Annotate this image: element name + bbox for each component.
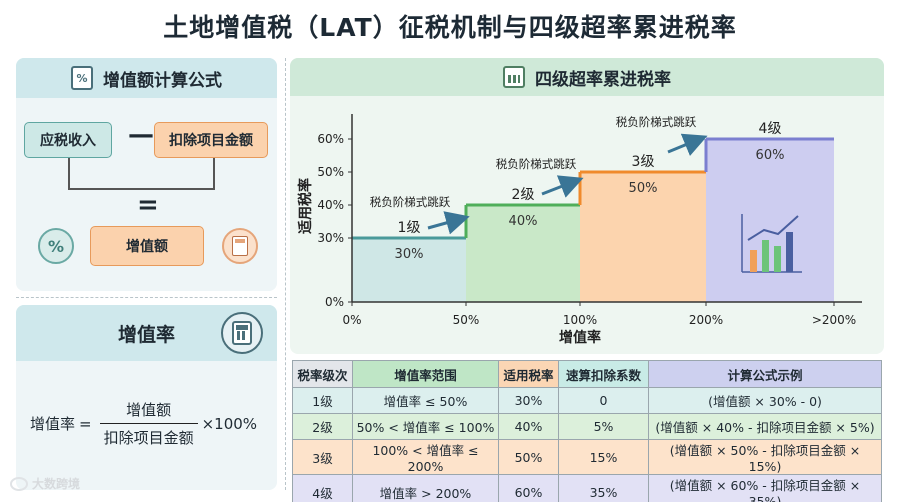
level-name-label: 3级: [632, 154, 655, 170]
formula-panel: % 增值额计算公式 应税收入 — 扣除项目金额 = % 增值额: [16, 58, 277, 291]
step-jump-annotation: 税负阶梯式跳跃: [496, 157, 577, 171]
connector-line: [68, 158, 215, 190]
equals-sign: =: [137, 190, 159, 220]
column-header: 速算扣除系数: [558, 360, 649, 388]
rate-band-2: [466, 205, 580, 302]
page-title: 土地增值税（LAT）征税机制与四级超率累进税率: [163, 13, 737, 42]
level-rate-label: 60%: [756, 148, 785, 163]
table-cell: 2级: [292, 413, 353, 440]
calculator-icon: [222, 228, 258, 264]
step-rate-chart: 0% 30% 40% 50% 60% 0% 50% 100% 200% >200% 增值率 适用税率 1…: [297, 114, 862, 346]
value-added-box: 增值额: [90, 226, 204, 266]
table-cell: 40%: [498, 413, 559, 440]
table-cell: 1级: [292, 387, 353, 414]
table-cell: 5%: [558, 413, 649, 440]
y-axis-label: 适用税率: [297, 178, 314, 234]
table-cell: 0: [558, 387, 649, 414]
table-cell: 100% < 增值率 ≤ 200%: [352, 439, 499, 475]
x-tick-label: 100%: [563, 313, 597, 327]
rate-band-3: [580, 172, 706, 302]
table-cell: (增值额 × 30% - 0): [648, 387, 882, 414]
step-jump-arrow: [667, 133, 708, 156]
table-cell: 3级: [292, 439, 353, 475]
growth-chart-icon: [747, 215, 799, 241]
growth-chart-icon: [786, 232, 793, 272]
table-cell: (增值额 × 50% - 扣除项目金额 × 15%): [648, 439, 882, 475]
deduction-box: 扣除项目金额: [154, 122, 268, 158]
table-cell: 30%: [498, 387, 559, 414]
y-tick-label: 50%: [317, 165, 344, 179]
table-cell: 增值率 ≤ 50%: [352, 387, 499, 414]
rate-formula-eq: =: [79, 414, 92, 433]
watermark: 大数跨境: [10, 475, 80, 492]
level-name-label: 1级: [398, 220, 421, 236]
rate-band-4: [706, 139, 834, 302]
watermark-logo-icon: [10, 476, 28, 491]
y-tick-label: 0%: [325, 295, 344, 309]
step-jump-annotation: 税负阶梯式跳跃: [370, 195, 451, 209]
table-cell: (增值额 × 60% - 扣除项目金额 × 35%): [648, 474, 882, 502]
rate-denominator: 扣除项目金额: [99, 423, 198, 448]
rate-band-1: [352, 238, 466, 302]
table-header-row: 税率级次 增值率范围 适用税率 速算扣除系数 计算公式示例: [292, 360, 882, 388]
step-jump-arrow: [541, 175, 584, 198]
minus-sign: —: [128, 120, 154, 150]
percent-doc-icon: %: [71, 66, 93, 90]
rate-formula: 增值率 = 增值额 扣除项目金额 ×100%: [30, 399, 257, 448]
x-tick-label: 200%: [689, 313, 723, 327]
growth-chart-icon: [762, 240, 769, 272]
chart-panel-title: 四级超率累进税率: [535, 69, 671, 90]
y-tick-label: 60%: [317, 132, 344, 146]
column-header: 计算公式示例: [648, 360, 882, 388]
rate-panel-header: 增值率: [16, 305, 277, 361]
rate-panel: 增值率 增值率 = 增值额 扣除项目金额 ×100%: [16, 305, 277, 490]
rate-multiplier: ×100%: [201, 414, 258, 433]
table-row: 2级 50% < 增值率 ≤ 100% 40% 5% (增值额 × 40% - …: [292, 413, 882, 440]
column-header: 适用税率: [498, 360, 559, 388]
y-tick-label: 40%: [317, 198, 344, 212]
table-row: 3级 100% < 增值率 ≤ 200% 50% 15% (增值额 × 50% …: [292, 439, 882, 475]
table-cell: 15%: [558, 439, 649, 475]
rate-numerator: 增值额: [126, 401, 172, 419]
table-cell: 4级: [292, 474, 353, 502]
level-rate-label: 30%: [395, 247, 424, 262]
table-cell: 60%: [498, 474, 559, 502]
rate-fraction: 增值额 扣除项目金额: [99, 399, 198, 448]
x-tick-label: >200%: [812, 313, 856, 327]
rate-formula-lhs: 增值率: [30, 415, 76, 433]
x-tick-label: 50%: [453, 313, 480, 327]
divider: [285, 58, 286, 490]
level-rate-label: 40%: [509, 214, 538, 229]
table-row: 1级 增值率 ≤ 50% 30% 0 (增值额 × 30% - 0): [292, 387, 882, 414]
bar-chart-icon: [503, 66, 525, 88]
formula-panel-title: 增值额计算公式: [103, 70, 222, 91]
level-name-label: 2级: [512, 187, 535, 203]
table-cell: 增值率 > 200%: [352, 474, 499, 502]
table-cell: 50%: [498, 439, 559, 475]
level-rate-label: 50%: [629, 181, 658, 196]
tax-rate-table: 税率级次 增值率范围 适用税率 速算扣除系数 计算公式示例 1级 增值率 ≤ 5…: [292, 360, 882, 502]
table-cell: (增值额 × 40% - 扣除项目金额 × 5%): [648, 413, 882, 440]
x-axis-label: 增值率: [559, 329, 601, 346]
growth-chart-icon: [750, 250, 757, 272]
level-name-label: 4级: [759, 121, 782, 137]
formula-panel-header: % 增值额计算公式: [16, 58, 277, 98]
divider: [16, 297, 277, 298]
taxable-income-box: 应税收入: [24, 122, 112, 158]
column-header: 税率级次: [292, 360, 353, 388]
rate-panel-title: 增值率: [117, 323, 175, 346]
y-tick-label: 30%: [317, 231, 344, 245]
step-jump-annotation: 税负阶梯式跳跃: [616, 115, 697, 129]
calculator-icon: [221, 312, 263, 354]
table-row: 4级 增值率 > 200% 60% 35% (增值额 × 60% - 扣除项目金…: [292, 474, 882, 502]
table-cell: 50% < 增值率 ≤ 100%: [352, 413, 499, 440]
column-header: 增值率范围: [352, 360, 499, 388]
table-cell: 35%: [558, 474, 649, 502]
step-jump-arrow: [427, 211, 470, 235]
x-tick-label: 0%: [342, 313, 361, 327]
watermark-text: 大数跨境: [32, 477, 81, 491]
growth-chart-icon: [774, 246, 781, 272]
chart-panel-header: 四级超率累进税率: [290, 58, 884, 96]
percent-icon: %: [38, 228, 74, 264]
